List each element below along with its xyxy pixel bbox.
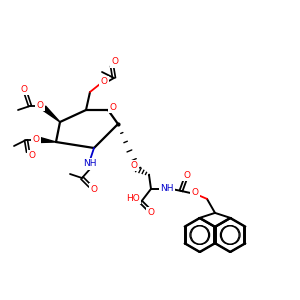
Text: O: O bbox=[28, 152, 35, 160]
Polygon shape bbox=[42, 106, 60, 122]
Text: O: O bbox=[112, 58, 118, 67]
Text: O: O bbox=[191, 188, 199, 197]
Text: O: O bbox=[148, 208, 154, 217]
Text: O: O bbox=[100, 77, 107, 86]
Text: HO: HO bbox=[126, 194, 140, 203]
Text: O: O bbox=[20, 85, 28, 94]
Text: O: O bbox=[110, 103, 116, 112]
Text: O: O bbox=[130, 161, 137, 170]
Text: O: O bbox=[37, 100, 44, 109]
Text: O: O bbox=[32, 134, 40, 143]
Text: NH: NH bbox=[83, 160, 97, 169]
Text: NH: NH bbox=[160, 184, 174, 194]
Text: O: O bbox=[91, 184, 98, 194]
Polygon shape bbox=[40, 137, 56, 142]
Text: O: O bbox=[184, 171, 190, 180]
